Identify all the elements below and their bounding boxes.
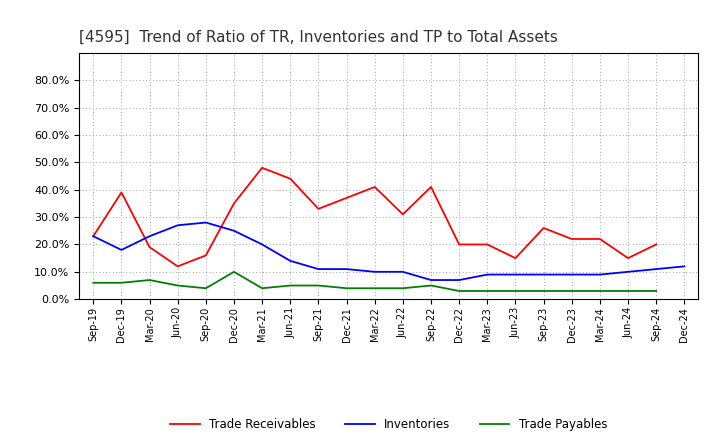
- Trade Receivables: [539, 225, 548, 231]
- Trade Receivables: [595, 236, 604, 242]
- Trade Payables: [89, 280, 98, 286]
- Trade Receivables: [314, 206, 323, 212]
- Trade Payables: [624, 288, 632, 293]
- Trade Receivables: [286, 176, 294, 181]
- Line: Inventories: Inventories: [94, 223, 684, 280]
- Line: Trade Receivables: Trade Receivables: [94, 168, 656, 266]
- Trade Payables: [202, 286, 210, 291]
- Inventories: [370, 269, 379, 275]
- Inventories: [427, 277, 436, 282]
- Trade Receivables: [427, 184, 436, 190]
- Inventories: [230, 228, 238, 233]
- Trade Receivables: [567, 236, 576, 242]
- Line: Trade Payables: Trade Payables: [94, 272, 656, 291]
- Inventories: [680, 264, 688, 269]
- Trade Payables: [258, 286, 266, 291]
- Trade Receivables: [145, 245, 154, 250]
- Trade Payables: [399, 286, 408, 291]
- Inventories: [399, 269, 408, 275]
- Trade Payables: [314, 283, 323, 288]
- Trade Payables: [567, 288, 576, 293]
- Inventories: [89, 234, 98, 239]
- Trade Receivables: [258, 165, 266, 170]
- Trade Receivables: [342, 195, 351, 201]
- Trade Receivables: [652, 242, 660, 247]
- Inventories: [539, 272, 548, 277]
- Inventories: [145, 234, 154, 239]
- Trade Payables: [117, 280, 126, 286]
- Trade Receivables: [174, 264, 182, 269]
- Trade Receivables: [89, 234, 98, 239]
- Trade Payables: [174, 283, 182, 288]
- Trade Receivables: [483, 242, 492, 247]
- Inventories: [595, 272, 604, 277]
- Inventories: [483, 272, 492, 277]
- Inventories: [455, 277, 464, 282]
- Inventories: [624, 269, 632, 275]
- Trade Receivables: [202, 253, 210, 258]
- Trade Payables: [286, 283, 294, 288]
- Trade Receivables: [117, 190, 126, 195]
- Inventories: [202, 220, 210, 225]
- Inventories: [286, 258, 294, 264]
- Trade Payables: [539, 288, 548, 293]
- Trade Receivables: [370, 184, 379, 190]
- Trade Payables: [145, 277, 154, 282]
- Inventories: [258, 242, 266, 247]
- Trade Receivables: [511, 256, 520, 261]
- Trade Receivables: [455, 242, 464, 247]
- Inventories: [342, 267, 351, 272]
- Trade Payables: [595, 288, 604, 293]
- Trade Payables: [652, 288, 660, 293]
- Inventories: [652, 267, 660, 272]
- Trade Payables: [455, 288, 464, 293]
- Inventories: [511, 272, 520, 277]
- Trade Receivables: [624, 256, 632, 261]
- Text: [4595]  Trend of Ratio of TR, Inventories and TP to Total Assets: [4595] Trend of Ratio of TR, Inventories…: [79, 29, 558, 45]
- Trade Receivables: [399, 212, 408, 217]
- Inventories: [117, 247, 126, 253]
- Inventories: [314, 267, 323, 272]
- Trade Payables: [427, 283, 436, 288]
- Trade Payables: [230, 269, 238, 275]
- Trade Payables: [342, 286, 351, 291]
- Trade Receivables: [230, 201, 238, 206]
- Trade Payables: [511, 288, 520, 293]
- Trade Payables: [483, 288, 492, 293]
- Inventories: [174, 223, 182, 228]
- Legend: Trade Receivables, Inventories, Trade Payables: Trade Receivables, Inventories, Trade Pa…: [166, 414, 612, 436]
- Inventories: [567, 272, 576, 277]
- Trade Payables: [370, 286, 379, 291]
